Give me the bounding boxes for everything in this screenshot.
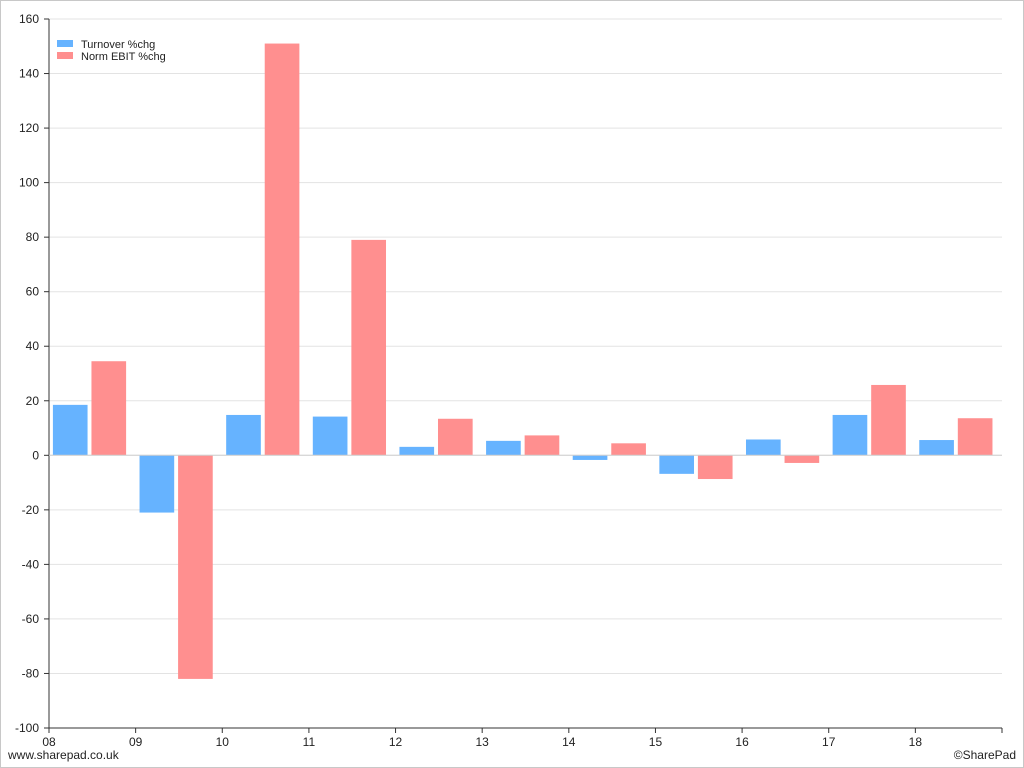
y-tick-label: -100	[15, 721, 39, 735]
y-tick-label: 20	[26, 394, 40, 408]
y-tick-label: 120	[19, 121, 39, 135]
x-tick-label: 17	[822, 735, 836, 749]
source-url[interactable]: www.sharepad.co.uk	[8, 748, 119, 762]
bar-norm-ebit	[697, 455, 733, 480]
y-tick-label: 140	[19, 67, 39, 81]
legend-swatch	[57, 52, 73, 59]
x-tick-label: 12	[389, 735, 403, 749]
bar-norm-ebit	[178, 455, 213, 679]
bar-turnover	[399, 446, 435, 456]
bar-norm-ebit	[524, 435, 560, 456]
bar-turnover	[745, 439, 781, 456]
x-tick-label: 11	[303, 735, 316, 749]
x-tick-label: 09	[129, 735, 143, 749]
y-tick-label: 40	[26, 339, 40, 353]
bar-norm-ebit	[91, 361, 127, 456]
copyright-credit: ©SharePad	[953, 748, 1016, 762]
y-tick-label: -40	[22, 557, 40, 571]
bar-turnover	[659, 455, 695, 474]
bar-norm-ebit	[437, 418, 473, 456]
bar-turnover	[312, 416, 348, 456]
x-tick-label: 18	[909, 735, 923, 749]
y-tick-label: 0	[32, 448, 39, 462]
x-tick-label: 16	[735, 735, 749, 749]
y-tick-label: -80	[22, 666, 40, 680]
x-tick-label: 15	[649, 735, 663, 749]
x-tick-label: 13	[476, 735, 490, 749]
bar-norm-ebit	[611, 443, 646, 456]
legend-swatch	[57, 40, 73, 47]
y-tick-label: -20	[22, 503, 40, 517]
y-tick-label: -60	[22, 612, 40, 626]
x-tick-label: 08	[42, 735, 56, 749]
bar-turnover	[139, 455, 175, 513]
bar-norm-ebit	[784, 455, 820, 463]
bar-turnover	[919, 440, 954, 456]
bar-turnover	[572, 455, 608, 460]
legend-label: Norm EBIT %chg	[81, 51, 166, 63]
bar-turnover	[226, 414, 261, 456]
y-tick-label: 60	[26, 285, 40, 299]
bar-norm-ebit	[351, 239, 387, 456]
x-tick-label: 14	[562, 735, 576, 749]
bar-turnover	[486, 440, 521, 456]
bar-norm-ebit	[871, 384, 906, 456]
bar-turnover	[52, 404, 88, 456]
legend-label: Turnover %chg	[81, 39, 155, 51]
bar-norm-ebit	[264, 43, 300, 456]
bar-turnover	[832, 414, 868, 456]
bar-norm-ebit	[957, 418, 993, 456]
y-tick-label: 160	[19, 12, 39, 26]
y-tick-label: 80	[26, 230, 40, 244]
x-tick-label: 10	[216, 735, 230, 749]
y-tick-label: 100	[19, 176, 39, 190]
